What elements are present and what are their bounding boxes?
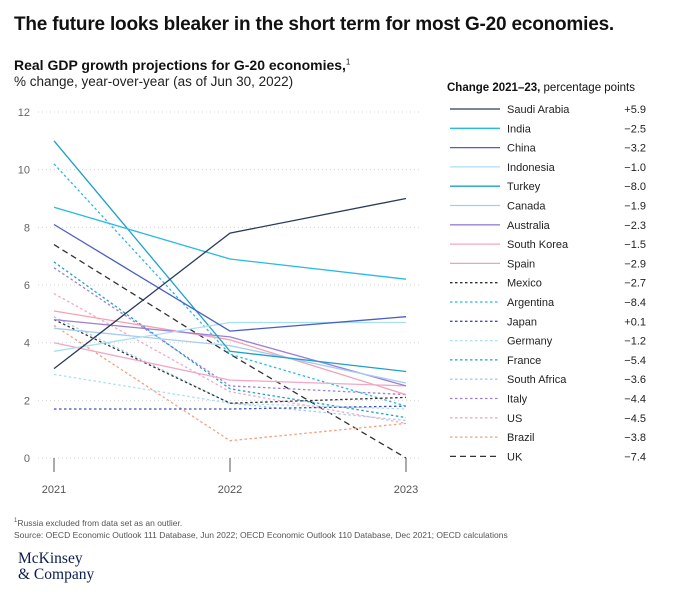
series-line-france: [53, 261, 407, 419]
legend-value-mexico: −2.7: [624, 278, 646, 290]
legend-value-argentina: −8.4: [624, 297, 646, 309]
footnote-line-1: 1Russia excluded from data set as an out…: [14, 515, 508, 529]
legend-value-indonesia: −1.0: [624, 162, 646, 174]
legend-label-japan: Japan: [507, 316, 537, 328]
y-tick-label: 6: [24, 280, 30, 292]
x-tick-label: 2021: [42, 484, 66, 496]
legend-title-bold: Change 2021–23,: [447, 82, 541, 94]
headline: The future looks bleaker in the short te…: [14, 14, 615, 35]
source-line: Source: OECD Economic Outlook 111 Databa…: [14, 529, 508, 540]
legend-label-south-korea: South Korea: [507, 239, 569, 251]
mckinsey-logo: McKinsey & Company: [18, 551, 94, 583]
series-line-germany: [53, 373, 407, 410]
legend-value-india: −2.5: [624, 123, 646, 135]
footnote: 1Russia excluded from data set as an out…: [14, 515, 508, 541]
series-line-us: [53, 293, 407, 425]
legend-label-us: US: [507, 413, 522, 425]
y-tick-label: 8: [24, 222, 30, 234]
legend-value-saudi-arabia: +5.9: [624, 104, 646, 116]
chart-subtitle: % change, year-over-year (as of Jun 30, …: [14, 74, 294, 89]
footnote-mark: 1: [14, 518, 18, 524]
footnote-text: Russia excluded from data set as an outl…: [17, 517, 183, 528]
legend-label-mexico: Mexico: [507, 278, 542, 290]
legend-value-china: −3.2: [624, 143, 646, 155]
y-tick-label: 0: [24, 453, 30, 465]
series-line-brazil: [53, 324, 407, 442]
legend-label-south-africa: South Africa: [507, 374, 567, 386]
legend-label-india: India: [507, 123, 532, 135]
series-line-japan: [54, 405, 407, 410]
series-line-turkey: [53, 140, 407, 373]
series-line-south-africa: [53, 316, 407, 422]
legend-value-uk: −7.4: [624, 451, 646, 463]
legend-value-australia: −2.3: [624, 220, 646, 232]
series-line-argentina: [53, 163, 407, 407]
legend-label-italy: Italy: [507, 394, 528, 406]
legend-label-germany: Germany: [507, 336, 553, 348]
legend-title: Change 2021–23, percentage points: [447, 82, 635, 94]
y-tick-label: 2: [24, 395, 30, 407]
series-line-india: [53, 206, 407, 280]
series-line-spain: [53, 310, 407, 396]
series-line-canada: [53, 327, 407, 384]
chart-title-text: Real GDP growth projections for G-20 eco…: [14, 57, 346, 73]
legend-label-argentina: Argentina: [507, 297, 555, 309]
legend-label-uk: UK: [507, 451, 523, 463]
legend-title-rest: percentage points: [540, 82, 635, 94]
legend-label-australia: Australia: [507, 220, 551, 232]
legend-value-south-africa: −3.6: [624, 374, 646, 386]
legend-value-us: −4.5: [624, 413, 646, 425]
legend-value-brazil: −3.8: [624, 432, 646, 444]
legend-value-spain: −2.9: [624, 258, 646, 270]
legend-value-south-korea: −1.5: [624, 239, 646, 251]
legend-label-france: France: [507, 355, 541, 367]
legend-label-china: China: [507, 143, 537, 155]
y-tick-label: 4: [24, 338, 30, 350]
legend-label-indonesia: Indonesia: [507, 162, 556, 174]
series-line-italy: [53, 267, 407, 396]
series-line-saudi-arabia: [53, 197, 407, 370]
legend-label-brazil: Brazil: [507, 432, 535, 444]
line-chart: 0 2 4 6 8 10 12 2021 2022 2023 Saudi Arabia +5.9 Ind…: [18, 104, 646, 496]
legend-value-germany: −1.2: [624, 336, 646, 348]
legend-label-canada: Canada: [507, 201, 546, 213]
series-line-mexico: [53, 319, 407, 404]
legend-value-japan: +0.1: [624, 316, 646, 328]
legend-value-france: −5.4: [624, 355, 646, 367]
chart-title: Real GDP growth projections for G-20 eco…: [14, 57, 350, 73]
legend-label-turkey: Turkey: [507, 181, 541, 193]
series-line-australia: [53, 318, 407, 387]
logo-line-1: McKinsey: [18, 550, 83, 567]
y-tick-label: 12: [18, 107, 30, 119]
chart-title-footnote-mark: 1: [345, 57, 351, 67]
legend-value-turkey: −8.0: [624, 181, 646, 193]
legend-label-spain: Spain: [507, 258, 535, 270]
series-line-china: [53, 223, 407, 332]
x-tick-label: 2023: [394, 484, 418, 496]
legend-value-canada: −1.9: [624, 201, 646, 213]
series-line-indonesia: [53, 321, 406, 352]
series-line-uk: [53, 244, 407, 459]
legend-label-saudi-arabia: Saudi Arabia: [507, 104, 570, 116]
series-line-south-korea: [53, 342, 407, 387]
legend-value-italy: −4.4: [624, 394, 646, 406]
y-tick-label: 10: [18, 165, 30, 177]
x-tick-label: 2022: [218, 484, 242, 496]
logo-line-2: & Company: [18, 566, 95, 583]
